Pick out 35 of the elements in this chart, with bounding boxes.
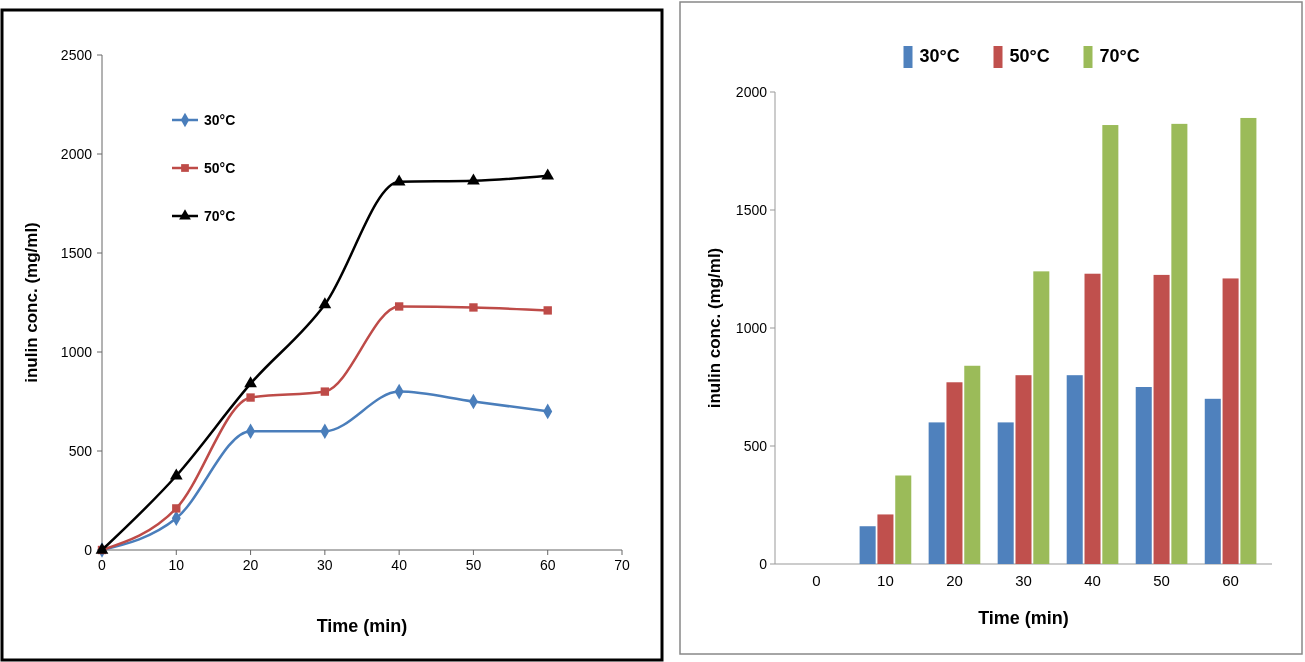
x-tick-label: 50	[1153, 572, 1170, 589]
y-tick-label: 2500	[60, 47, 93, 63]
y-tick-label: 1500	[60, 245, 93, 261]
y-tick-label: 1500	[735, 202, 768, 218]
x-tick-label: 50	[465, 557, 482, 573]
y-tick-label: 500	[68, 443, 93, 459]
y-tick-label: 1000	[60, 344, 93, 360]
y-tick-label: 1000	[735, 320, 768, 336]
legend-label: 50°C	[204, 160, 236, 176]
x-tick-label: 70	[614, 557, 630, 573]
x-tick-label: 30	[1015, 572, 1032, 589]
y-tick-label: 0	[84, 542, 93, 558]
y-tick-label: 2000	[735, 84, 768, 100]
legend-label: 70°C	[204, 208, 236, 224]
x-tick-label: 10	[168, 557, 185, 573]
legend-label: 30°C	[204, 112, 236, 128]
y-axis-title: inulin conc. (mg/ml)	[705, 247, 724, 409]
legend-label: 70°C	[1099, 46, 1140, 66]
x-axis-title: Time (min)	[978, 608, 1069, 628]
x-tick-label: 20	[242, 557, 259, 573]
x-tick-label: 40	[391, 557, 408, 573]
x-tick-label: 0	[812, 572, 821, 589]
x-axis-title: Time (min)	[316, 616, 408, 636]
x-tick-label: 60	[539, 557, 556, 573]
x-tick-label: 30	[317, 557, 333, 573]
x-tick-label: 60	[1222, 572, 1239, 589]
y-axis-title: inulin conc. (mg/ml)	[22, 222, 41, 383]
x-tick-label: 20	[946, 572, 963, 589]
legend-label: 50°C	[1009, 46, 1050, 66]
x-tick-label: 10	[877, 572, 894, 589]
x-tick-label: 40	[1084, 572, 1101, 589]
x-tick-label: 0	[98, 557, 107, 573]
legend-label: 30°C	[919, 46, 960, 66]
y-tick-label: 500	[743, 438, 768, 454]
y-tick-label: 2000	[60, 146, 93, 162]
